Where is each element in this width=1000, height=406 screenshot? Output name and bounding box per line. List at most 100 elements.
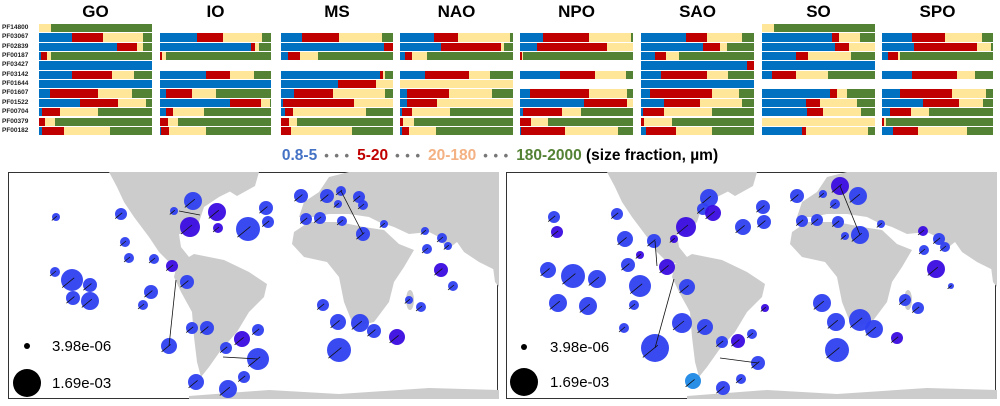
bar-nao-pf03142-segment-20-180 xyxy=(468,70,491,80)
bubble-leader-line xyxy=(911,306,920,313)
bar-nao-pf00379-segment-5-20 xyxy=(400,117,404,126)
bubble-leader-line xyxy=(617,237,627,246)
bubble-leader-line xyxy=(420,229,427,235)
bar-nao-pf00182-segment-180-2000 xyxy=(436,126,514,136)
bar-npo-pf00182-segment-180-2000 xyxy=(618,126,634,136)
bar-io-pf03142-segment-180-2000 xyxy=(254,70,272,80)
bar-go-pf02839-segment-20-180 xyxy=(137,42,144,51)
row-label-pf01644: PF01644 xyxy=(2,80,29,88)
bar-io-pf01522-segment-5-20 xyxy=(229,98,262,108)
bar-go-pf00182-segment-0-8-5 xyxy=(39,126,43,136)
bar-sao-pf00182-segment-0-8-5 xyxy=(641,126,646,136)
bar-so-pf02839-segment-0-8-5 xyxy=(762,42,836,51)
bar-ms-pf00704-segment-0-8-5 xyxy=(281,108,286,117)
bar-go-pf00704-segment-5-20 xyxy=(42,108,61,117)
bubble-leader-line xyxy=(320,194,329,202)
bubble-leader-line xyxy=(436,236,444,243)
bar-io-pf01607-segment-20-180 xyxy=(192,89,216,98)
world-land-left xyxy=(109,172,499,399)
bar-go-pf01522-segment-180-2000 xyxy=(146,98,153,108)
bar-so-pf03142-segment-5-20 xyxy=(772,70,797,80)
row-label-pf00187: PF00187 xyxy=(2,52,29,60)
bubble-leader-line xyxy=(540,268,550,277)
bar-sao-pf03142-segment-0-8-5 xyxy=(641,70,662,80)
bar-npo-pf01607-segment-180-2000 xyxy=(627,89,634,98)
bar-npo-pf01522-segment-0-8-5 xyxy=(520,98,585,108)
bubble-leader-line xyxy=(840,234,847,240)
bar-so-pf00704-segment-5-20 xyxy=(807,108,824,117)
bubble-leader-line xyxy=(715,340,724,347)
bar-so-pf00704-segment-180-2000 xyxy=(861,108,876,117)
bar-npo-pf03067-segment-20-180 xyxy=(588,33,632,42)
bar-so-pf01522-segment-180-2000 xyxy=(856,98,876,108)
bar-go-pf01607-segment-5-20 xyxy=(50,89,99,98)
bar-so-pf03427-segment-0-8-5 xyxy=(762,61,876,70)
bar-go-pf03142-segment-180-2000 xyxy=(133,70,153,80)
bubble-leader-line xyxy=(212,226,220,233)
bar-spo-pf01607-segment-5-20 xyxy=(899,89,953,98)
bar-go-pf00187-segment-20-180 xyxy=(46,52,52,61)
row-label-pf14800: PF14800 xyxy=(2,24,29,31)
bubble-leader-line xyxy=(849,317,863,328)
row-label-pf01607: PF01607 xyxy=(2,89,29,97)
bar-io-pf03142-segment-5-20 xyxy=(205,70,231,80)
bar-ms-pf03142-segment-20-180 xyxy=(382,70,386,80)
bubble-leader-line xyxy=(123,256,131,263)
bubble-leader-line xyxy=(685,379,695,388)
bubble-leader-line xyxy=(547,215,556,222)
bubble-leader-line xyxy=(352,195,361,202)
bar-so-pf00187-segment-0-8-5 xyxy=(762,52,797,61)
bar-io-pf00379-segment-20-180 xyxy=(167,117,179,126)
bar-io-pf00182-segment-5-20 xyxy=(161,126,170,136)
bubble-leader-line xyxy=(114,212,123,219)
panel-title-npo: NPO xyxy=(558,2,595,21)
size-legend-large-label: 1.69e-03 xyxy=(550,374,609,391)
legend-separator: • • • xyxy=(483,148,510,163)
bar-nao-pf00182-segment-5-20 xyxy=(402,126,410,136)
bubble-leader-line xyxy=(826,347,840,359)
bubble-leader-line xyxy=(890,336,899,343)
bar-sao-pf02839-segment-20-180 xyxy=(720,42,728,51)
bubble-leader-line xyxy=(917,229,925,236)
bar-sao-pf03142-segment-5-20 xyxy=(661,70,707,80)
bubble-leader-line xyxy=(831,183,843,193)
bar-go-pf00379-segment-20-180 xyxy=(44,117,56,126)
bar-nao-pf03067-segment-20-180 xyxy=(457,33,510,42)
bar-so-pf01607-segment-180-2000 xyxy=(846,89,876,98)
bar-npo-pf00704-segment-5-20 xyxy=(523,108,563,117)
bar-npo-pf03067-segment-5-20 xyxy=(542,33,590,42)
bubble-leader-line xyxy=(831,220,840,227)
bar-ms-pf01644-segment-20-180 xyxy=(376,80,394,89)
bar-so-pf01607-segment-0-8-5 xyxy=(762,89,831,98)
bubble-leader-line xyxy=(647,239,656,247)
bubble-leader-line xyxy=(184,198,196,208)
bubble-leader-line xyxy=(421,247,429,254)
bar-ms-pf03142-segment-0-8-5 xyxy=(281,70,380,80)
bubble-leader-line xyxy=(443,244,450,250)
row-label-pf03067: PF03067 xyxy=(2,33,29,41)
bar-npo-pf02839-segment-5-20 xyxy=(536,42,608,51)
row-label-pf02839: PF02839 xyxy=(2,42,29,50)
bar-so-pf01607-segment-20-180 xyxy=(836,89,848,98)
bar-ms-pf01644-segment-5-20 xyxy=(338,80,377,89)
bar-nao-pf01607-segment-20-180 xyxy=(448,89,492,98)
bar-sao-pf00187-segment-5-20 xyxy=(654,52,667,61)
bubble-leader-line xyxy=(49,270,57,277)
bar-go-pf14800-segment-20-180 xyxy=(39,24,52,33)
bar-sao-pf02839-segment-5-20 xyxy=(703,42,721,51)
legend-suffix: (size fraction, µm) xyxy=(586,147,719,164)
bubble-leader-line xyxy=(299,217,308,224)
bar-sao-pf01522-segment-180-2000 xyxy=(741,98,755,108)
bubble-leader-line xyxy=(629,283,643,294)
bar-npo-pf00704-segment-0-8-5 xyxy=(520,108,524,117)
bar-go-pf02839-segment-0-8-5 xyxy=(39,42,118,51)
bar-go-pf03142-segment-0-8-5 xyxy=(39,70,73,80)
bar-sao-pf03427-segment-5-20 xyxy=(747,61,755,70)
bar-npo-pf00704-segment-180-2000 xyxy=(581,108,634,117)
bar-nao-pf02839-segment-0-8-5 xyxy=(400,42,441,51)
panel-title-go: GO xyxy=(82,2,109,21)
bar-nao-pf01607-segment-180-2000 xyxy=(491,89,514,98)
bar-go-pf00379-segment-180-2000 xyxy=(54,117,153,126)
bar-spo-pf01607-segment-20-180 xyxy=(951,89,987,98)
